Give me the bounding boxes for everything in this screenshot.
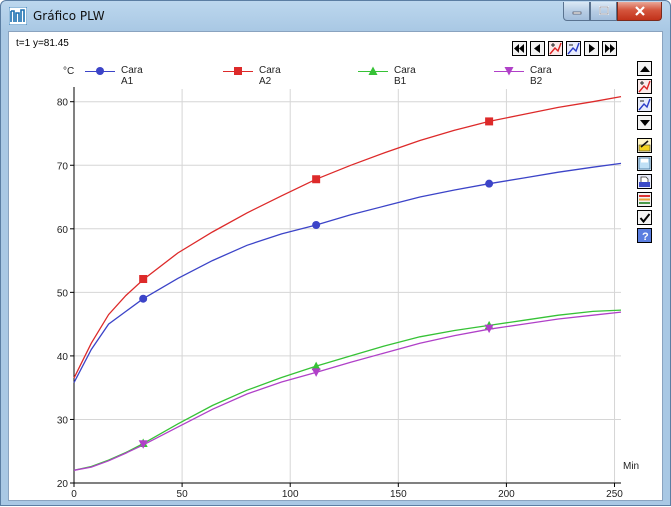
scroll-up-button[interactable] xyxy=(637,61,652,76)
svg-text:?: ? xyxy=(642,231,649,242)
legend-marker-cara-a2 xyxy=(234,67,242,75)
data-point-cara-a1 xyxy=(312,220,321,229)
minimize-button[interactable] xyxy=(563,2,590,21)
zoom-in-button[interactable] xyxy=(548,41,563,56)
close-icon xyxy=(634,6,645,16)
zoom-in-icon xyxy=(638,80,651,93)
help-button[interactable]: ? xyxy=(637,228,652,243)
x-axis-label: Min xyxy=(623,461,639,472)
data-point-cara-a2 xyxy=(312,175,321,184)
data-point-cara-b2 xyxy=(138,440,148,449)
y-tick-label: 40 xyxy=(57,352,69,363)
x-tick-label: 50 xyxy=(177,489,189,500)
series-line-cara-b1 xyxy=(73,309,622,471)
series-colors-button[interactable] xyxy=(637,192,652,207)
close-button[interactable] xyxy=(617,2,662,21)
cursor-readout: t=1 y=81.45 xyxy=(16,38,69,49)
edit-icon xyxy=(638,140,651,152)
prev-icon xyxy=(534,44,540,53)
nav-toolbar xyxy=(512,41,617,56)
maximize-button[interactable] xyxy=(590,2,617,21)
edit-button[interactable] xyxy=(637,138,652,153)
series-colors-icon xyxy=(639,195,650,204)
plw-chart-icon xyxy=(9,7,27,25)
minimize-icon xyxy=(572,11,581,15)
maximize-icon xyxy=(598,6,609,15)
y-tick-label: 20 xyxy=(57,479,69,490)
series-line-cara-b2 xyxy=(73,311,622,471)
first-icon xyxy=(514,44,524,53)
legend-label-cara-a1: Cara A1 xyxy=(121,65,143,87)
legend-marker-cara-b1 xyxy=(368,66,378,75)
legend-label-cara-b2: Cara B2 xyxy=(530,65,552,87)
caption-buttons xyxy=(563,2,662,22)
chart-client-area xyxy=(8,31,663,501)
check-button[interactable] xyxy=(637,210,652,225)
data-point-cara-a1 xyxy=(485,179,494,188)
first-button[interactable] xyxy=(512,41,527,56)
x-tick-label: 200 xyxy=(498,489,515,500)
y-tick-label: 70 xyxy=(57,161,69,172)
help-icon: ? xyxy=(642,231,649,242)
scroll-down-icon xyxy=(639,119,650,126)
legend-label-cara-a2: Cara A2 xyxy=(259,65,281,87)
next-button[interactable] xyxy=(584,41,599,56)
zoom-in-icon xyxy=(549,42,562,55)
x-tick-label: 150 xyxy=(390,489,407,500)
data-point-cara-b2 xyxy=(311,368,321,377)
data-point-cara-b1 xyxy=(311,361,321,371)
last-icon xyxy=(605,44,615,53)
check-icon xyxy=(639,212,650,223)
data-point-cara-a2 xyxy=(485,117,494,126)
y-tick-label: 60 xyxy=(57,225,69,236)
title-bar[interactable]: Gráfico PLW xyxy=(1,1,670,31)
zoom-out-icon xyxy=(638,98,651,111)
y-tick-label: 30 xyxy=(57,415,69,426)
legend-marker-cara-a1 xyxy=(96,67,104,75)
window-title: Gráfico PLW xyxy=(33,9,105,23)
print-icon xyxy=(639,176,650,187)
legend-marker-cara-b2 xyxy=(504,67,514,76)
save-icon xyxy=(638,157,651,170)
y-tick-label: 50 xyxy=(57,288,69,299)
print-button[interactable] xyxy=(637,174,652,189)
prev-button[interactable] xyxy=(530,41,545,56)
data-point-cara-a1 xyxy=(139,294,148,303)
scroll-up-icon xyxy=(639,65,650,72)
legend-label-cara-b1: Cara B1 xyxy=(394,65,416,87)
side-toolbar: ? xyxy=(637,61,652,246)
last-button[interactable] xyxy=(602,41,617,56)
x-tick-label: 250 xyxy=(606,489,623,500)
zoom-out-y-button[interactable] xyxy=(637,97,652,112)
x-tick-label: 100 xyxy=(282,489,299,500)
series-line-cara-a2 xyxy=(73,95,622,379)
next-icon xyxy=(589,44,595,53)
zoom-in-y-button[interactable] xyxy=(637,79,652,94)
scroll-down-button[interactable] xyxy=(637,115,652,130)
x-tick-label: 0 xyxy=(71,489,77,500)
zoom-out-button[interactable] xyxy=(566,41,581,56)
data-point-cara-a2 xyxy=(139,275,148,284)
save-button[interactable] xyxy=(637,156,652,171)
data-point-cara-b2 xyxy=(484,324,494,334)
y-axis-label: °C xyxy=(63,66,74,77)
y-tick-label: 80 xyxy=(57,98,69,109)
zoom-out-icon xyxy=(567,42,580,55)
series-line-cara-a1 xyxy=(73,162,622,383)
